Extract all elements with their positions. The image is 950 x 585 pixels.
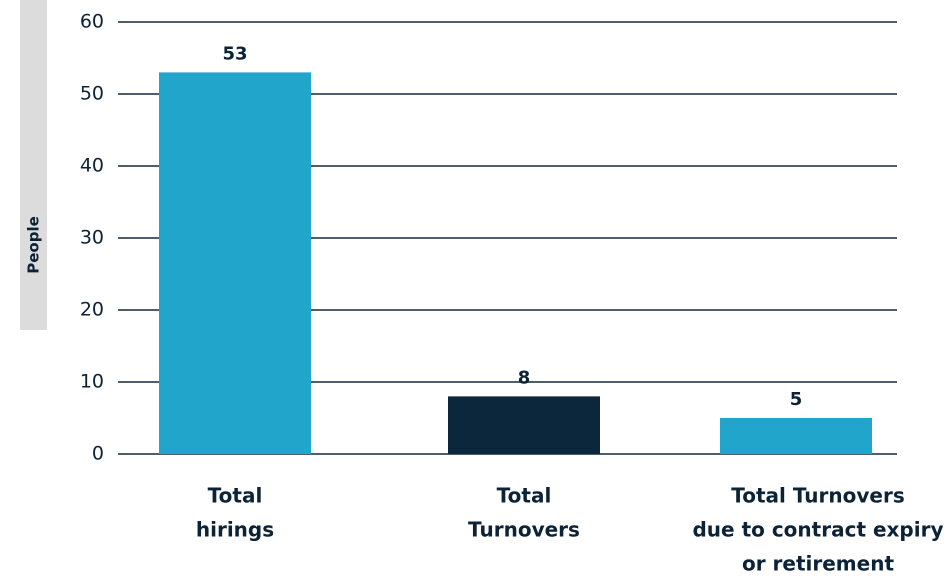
y-tick-label: 0 bbox=[92, 443, 104, 465]
x-tick-label: or retirement bbox=[742, 552, 894, 576]
y-tick-label: 50 bbox=[80, 83, 104, 105]
x-tick-label: Total Turnovers bbox=[731, 484, 905, 508]
x-tick-label: Turnovers bbox=[468, 518, 580, 542]
y-tick-label: 20 bbox=[80, 299, 104, 321]
x-tick-label: Total bbox=[208, 484, 263, 508]
bar bbox=[720, 418, 872, 454]
bar bbox=[448, 396, 600, 454]
y-tick-label: 10 bbox=[80, 371, 104, 393]
y-tick-label: 40 bbox=[80, 155, 104, 177]
bar bbox=[159, 72, 311, 455]
y-tick-label: 60 bbox=[80, 11, 104, 33]
y-tick-label: 30 bbox=[80, 227, 104, 249]
data-label: 53 bbox=[222, 43, 247, 64]
data-label: 8 bbox=[518, 367, 531, 388]
x-tick-label: due to contract expiry bbox=[692, 518, 943, 542]
y-axis-title: People bbox=[25, 216, 43, 274]
x-tick-label: hirings bbox=[196, 518, 274, 542]
x-tick-label: Total bbox=[497, 484, 552, 508]
data-label: 5 bbox=[790, 389, 803, 410]
axis-title-band bbox=[20, 0, 47, 330]
